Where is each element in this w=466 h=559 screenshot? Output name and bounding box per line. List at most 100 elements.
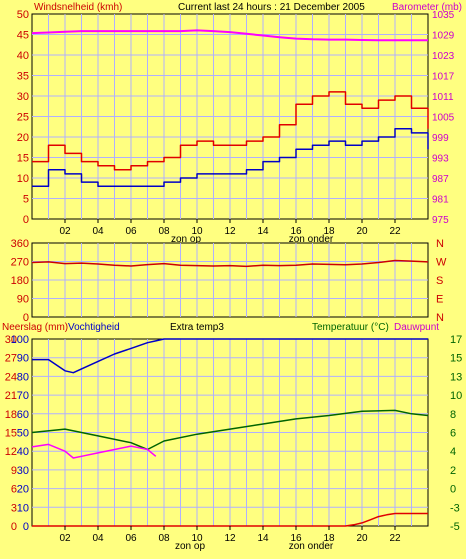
humidity-tick-label: 100 xyxy=(11,334,29,346)
rain-tick-label: 6 xyxy=(11,484,17,496)
sunrise-label-bottom: zon op xyxy=(175,541,205,552)
dewpoint-axis-label: Dauwpunt xyxy=(394,322,439,333)
temperature-tick-label: -3 xyxy=(450,502,460,514)
rain-tick-label: 15 xyxy=(5,428,17,440)
humidity-line xyxy=(32,338,428,374)
panel1-left-ticks: 0 5 10 15 20 25 30 35 40 45 50 xyxy=(17,9,29,226)
wind-tick-label: 40 xyxy=(17,50,29,62)
pressure-line xyxy=(31,29,428,42)
humidity-tick-label: 60 xyxy=(17,409,29,421)
wind-direction-line xyxy=(31,259,429,268)
rain-axis-label: Neerslag (mm) xyxy=(2,322,68,333)
panel1-x-ticks: 02 04 06 08 10 12 14 16 18 20 22 xyxy=(59,219,401,237)
x-tick-label: 02 xyxy=(59,533,71,544)
humidity-tick-label: 10 xyxy=(17,502,29,514)
x-tick-label: 06 xyxy=(125,533,137,544)
barometer-tick-label: 1005 xyxy=(432,113,455,124)
panel3-series xyxy=(31,338,429,527)
rain-tick-label: 0 xyxy=(11,521,17,533)
x-tick-label: 12 xyxy=(224,226,236,237)
panel3-x-ticks: 02 04 06 08 10 12 14 16 18 20 22 xyxy=(59,526,401,544)
x-tick-label: 18 xyxy=(323,533,335,544)
barometer-tick-label: 993 xyxy=(432,154,449,165)
rain-tick-label: 3 xyxy=(11,502,17,514)
rain-tick-label: 24 xyxy=(5,371,17,383)
humidity-tick-label: 20 xyxy=(17,484,29,496)
barometer-axis-label: Barometer (mb) xyxy=(392,2,462,13)
x-tick-label: 14 xyxy=(257,533,269,544)
temperature-tick-label: 17 xyxy=(450,334,462,346)
compass-label: N xyxy=(436,238,444,250)
wind-tick-label: 15 xyxy=(17,153,29,165)
panel1-grid xyxy=(32,14,428,219)
barometer-tick-label: 999 xyxy=(432,133,449,144)
rain-tick-label: 9 xyxy=(11,465,17,477)
x-tick-label: 20 xyxy=(356,533,368,544)
x-tick-label: 10 xyxy=(191,533,203,544)
humidity-tick-label: 90 xyxy=(17,353,29,365)
temperature-tick-label: 2 xyxy=(450,465,456,477)
x-tick-label: 16 xyxy=(290,533,302,544)
rain-tick-label: 30 xyxy=(5,334,17,346)
compass-label: W xyxy=(436,257,447,269)
wind-tick-label: 45 xyxy=(17,30,29,42)
rain-line xyxy=(32,512,428,527)
direction-tick-label: 180 xyxy=(11,275,29,287)
barometer-tick-label: 981 xyxy=(432,195,449,206)
wind-tick-label: 5 xyxy=(23,194,29,206)
dewpoint-line xyxy=(31,443,157,459)
wind-barometer-panel: 0 5 10 15 20 25 30 35 40 45 50 975 981 987 993 999 1005… xyxy=(17,2,462,245)
humidity-tick-label: 70 xyxy=(17,390,29,402)
sunset-label-bottom: zon onder xyxy=(289,541,334,552)
x-tick-label: 04 xyxy=(92,226,104,237)
x-tick-label: 08 xyxy=(158,226,170,237)
temperature-tick-label: 0 xyxy=(450,484,456,496)
temperature-axis-label: Temperatuur (°C) xyxy=(312,322,389,333)
x-tick-label: 16 xyxy=(290,226,302,237)
panel2-series xyxy=(31,259,429,268)
barometer-tick-label: 987 xyxy=(432,174,449,185)
wind-tick-label: 25 xyxy=(17,112,29,124)
barometer-tick-label: 1017 xyxy=(432,72,455,83)
x-tick-label: 14 xyxy=(257,226,269,237)
x-tick-label: 22 xyxy=(389,226,401,237)
x-tick-label: 10 xyxy=(191,226,203,237)
panel1-right-ticks: 975 981 987 993 999 1005 1011 1017 1023 1029 1035 xyxy=(432,10,455,226)
extra-temp-label: Extra temp3 xyxy=(170,322,224,333)
panel3-right-ticks: -5 -3 0 2 4 6 8 10 13 15 17 xyxy=(450,334,462,533)
wind-tick-label: 10 xyxy=(17,173,29,185)
x-tick-label: 20 xyxy=(356,226,368,237)
wind-average-line xyxy=(32,128,429,187)
temperature-tick-label: 15 xyxy=(450,353,462,365)
direction-tick-label: 90 xyxy=(17,294,29,306)
panel2-grid xyxy=(32,243,428,317)
panel1-series xyxy=(31,29,429,187)
temperature-tick-label: 13 xyxy=(450,371,462,383)
x-tick-label: 08 xyxy=(158,533,170,544)
x-tick-label: 22 xyxy=(389,533,401,544)
temperature-tick-label: 10 xyxy=(450,390,462,402)
humidity-tick-label: 80 xyxy=(17,371,29,383)
humidity-tick-label: 30 xyxy=(17,465,29,477)
barometer-tick-label: 975 xyxy=(432,215,449,226)
barometer-tick-label: 1023 xyxy=(432,51,455,62)
wind-axis-label: Windsnelheid (kmh) xyxy=(34,2,122,13)
rain-tick-label: 21 xyxy=(5,390,17,402)
x-tick-label: 06 xyxy=(125,226,137,237)
temperature-tick-label: 8 xyxy=(450,409,456,421)
x-tick-label: 18 xyxy=(323,226,335,237)
wind-tick-label: 50 xyxy=(17,9,29,21)
x-tick-label: 12 xyxy=(224,533,236,544)
compass-label: N xyxy=(436,312,444,324)
wind-tick-label: 35 xyxy=(17,71,29,83)
sunset-label: zon onder xyxy=(289,234,334,245)
direction-tick-label: 0 xyxy=(23,312,29,324)
x-tick-label: 04 xyxy=(92,533,104,544)
temperature-tick-label: 6 xyxy=(450,428,456,440)
rain-tick-label: 27 xyxy=(5,353,17,365)
